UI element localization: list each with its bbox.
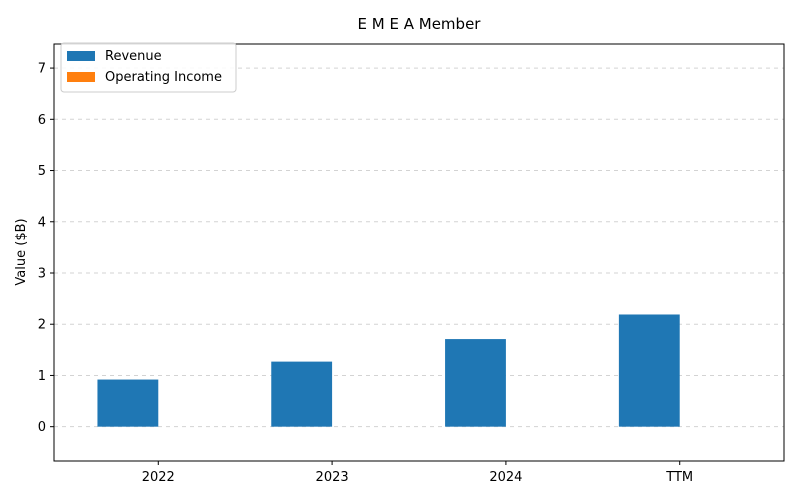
y-tick-label: 3 xyxy=(38,266,46,281)
y-axis-label: Value ($B) xyxy=(14,218,29,285)
y-axis-ticks: 0 1 2 3 4 5 6 7 xyxy=(38,62,54,435)
legend-label-revenue: Revenue xyxy=(105,49,162,64)
legend-swatch-operating-income xyxy=(67,72,95,82)
y-tick-label: 6 xyxy=(38,113,46,128)
y-tick-label: 4 xyxy=(38,215,46,230)
x-axis-ticks: 2022 2023 2024 TTM xyxy=(142,461,693,485)
bar-revenue-2022 xyxy=(97,379,159,427)
x-tick-label: 2023 xyxy=(316,470,349,485)
plot-frame xyxy=(53,43,785,462)
x-tick-label: TTM xyxy=(665,470,693,485)
bar-revenue-ttm xyxy=(618,314,680,427)
x-tick-label: 2022 xyxy=(142,470,175,485)
legend-frame xyxy=(60,42,237,93)
y-tick-label: 2 xyxy=(38,318,46,333)
bar-revenue-2023 xyxy=(271,361,333,427)
y-tick-label: 1 xyxy=(38,369,46,384)
legend-label-operating-income: Operating Income xyxy=(105,70,222,85)
bar-revenue-2024 xyxy=(445,339,506,427)
y-tick-label: 0 xyxy=(38,420,46,435)
y-tick-label: 5 xyxy=(38,164,46,179)
chart-title: E M E A Member xyxy=(358,15,482,33)
y-tick-label: 7 xyxy=(38,62,46,77)
bars xyxy=(97,314,680,427)
legend: Revenue Operating Income xyxy=(60,42,237,93)
legend-swatch-revenue xyxy=(67,51,95,61)
x-tick-label: 2024 xyxy=(489,470,522,485)
